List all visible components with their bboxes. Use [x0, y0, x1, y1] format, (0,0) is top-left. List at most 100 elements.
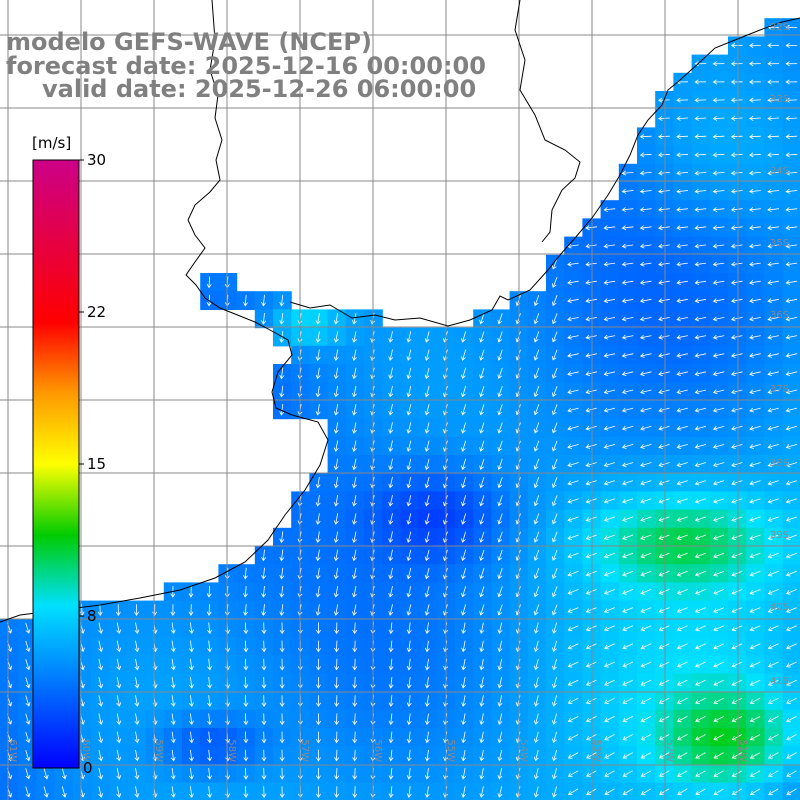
wind-arrow	[551, 604, 558, 616]
wind-arrow	[604, 788, 615, 795]
wind-arrow	[533, 331, 540, 343]
wind-arrow	[567, 679, 579, 686]
wind-arrow	[604, 770, 615, 777]
wind-arrow	[352, 476, 357, 489]
wind-arrow	[567, 407, 579, 413]
wind-arrow	[261, 749, 267, 762]
wind-speed-cell	[673, 728, 693, 747]
wind-speed-cell	[746, 673, 765, 693]
wind-arrow	[712, 316, 725, 322]
wind-arrow	[315, 749, 321, 762]
wind-arrow	[243, 622, 249, 635]
wind-arrow	[424, 458, 430, 471]
wind-arrow	[603, 462, 616, 468]
wind-arrow	[658, 407, 670, 413]
wind-speed-cell	[691, 746, 711, 765]
wind-arrow	[730, 316, 743, 322]
wind-arrow	[731, 462, 743, 468]
wind-arrow	[479, 713, 485, 726]
wind-arrow	[712, 298, 725, 304]
wind-arrow	[749, 552, 761, 559]
wind-arrow	[603, 298, 616, 304]
wind-arrow	[424, 622, 430, 635]
wind-arrow	[533, 422, 540, 434]
wind-arrow	[533, 640, 539, 653]
wind-arrow	[603, 316, 616, 322]
wind-arrow	[786, 625, 797, 632]
wind-arrow	[695, 752, 706, 759]
wind-arrow	[621, 207, 634, 213]
wind-arrow	[497, 458, 503, 471]
wind-arrow	[243, 658, 249, 671]
wind-arrow	[116, 768, 122, 780]
wind-arrow	[315, 658, 321, 671]
longitude-label: 53W	[591, 739, 602, 762]
wind-arrow	[768, 734, 779, 741]
wind-arrow	[640, 516, 652, 522]
wind-arrow	[694, 79, 707, 85]
wind-arrow	[461, 677, 467, 689]
wind-arrow	[479, 495, 485, 507]
wind-arrow	[43, 786, 49, 798]
wind-arrow	[567, 316, 579, 322]
wind-arrow	[261, 695, 267, 707]
wind-arrow	[676, 188, 689, 194]
wind-arrow	[497, 476, 503, 489]
wind-arrow	[694, 589, 706, 595]
wind-arrow	[749, 134, 761, 140]
wind-arrow	[731, 734, 743, 741]
wind-arrow	[658, 770, 670, 777]
wind-arrow	[749, 225, 761, 231]
wind-arrow	[658, 444, 670, 449]
wind-arrow	[767, 134, 780, 140]
wind-arrow	[749, 480, 761, 486]
wind-arrow	[749, 243, 761, 249]
wind-arrow	[424, 513, 430, 525]
wind-arrow	[749, 679, 761, 686]
wind-arrow	[388, 476, 394, 489]
wind-arrow	[533, 458, 540, 471]
wind-arrow	[497, 567, 503, 580]
wind-arrow	[243, 604, 248, 616]
wind-arrow	[677, 788, 688, 795]
wind-arrow	[461, 713, 467, 726]
wind-arrow	[749, 444, 761, 449]
wind-arrow	[243, 731, 249, 744]
coastline-uruguay-interior	[514, 0, 581, 243]
wind-arrow	[551, 276, 558, 288]
wind-arrow	[207, 622, 212, 635]
latitude-label: 38S	[770, 458, 789, 469]
latitude-label: 32S	[770, 22, 789, 33]
wind-arrow	[352, 622, 358, 635]
wind-arrow	[658, 570, 670, 577]
wind-arrow	[694, 280, 707, 285]
wind-arrow	[424, 567, 430, 580]
wind-arrow	[731, 480, 743, 486]
wind-arrow	[676, 697, 688, 704]
wind-arrow	[694, 298, 707, 304]
wind-arrow	[461, 567, 467, 580]
wind-arrow	[461, 458, 467, 471]
wind-arrow	[713, 679, 724, 686]
wind-arrow	[406, 713, 412, 726]
wind-arrow	[658, 462, 670, 468]
wind-arrow	[749, 152, 761, 158]
wind-arrow	[497, 713, 503, 726]
wind-arrow	[731, 552, 743, 559]
wind-arrow	[98, 768, 104, 780]
colorbar-tick-label: 22	[87, 303, 106, 321]
wind-arrow	[785, 207, 798, 213]
wind-speed-cell	[564, 691, 583, 711]
wind-arrow	[479, 404, 485, 416]
wind-arrow	[334, 640, 340, 653]
wind-arrow	[315, 513, 321, 525]
wind-arrow	[785, 134, 798, 140]
wind-arrow	[261, 767, 267, 780]
wind-arrow	[406, 622, 412, 635]
wind-arrow	[352, 731, 358, 744]
wind-arrow	[603, 407, 616, 413]
wind-arrow	[749, 643, 761, 650]
wind-arrow	[694, 188, 707, 194]
wind-arrow	[694, 498, 707, 504]
wind-arrow	[713, 788, 724, 795]
